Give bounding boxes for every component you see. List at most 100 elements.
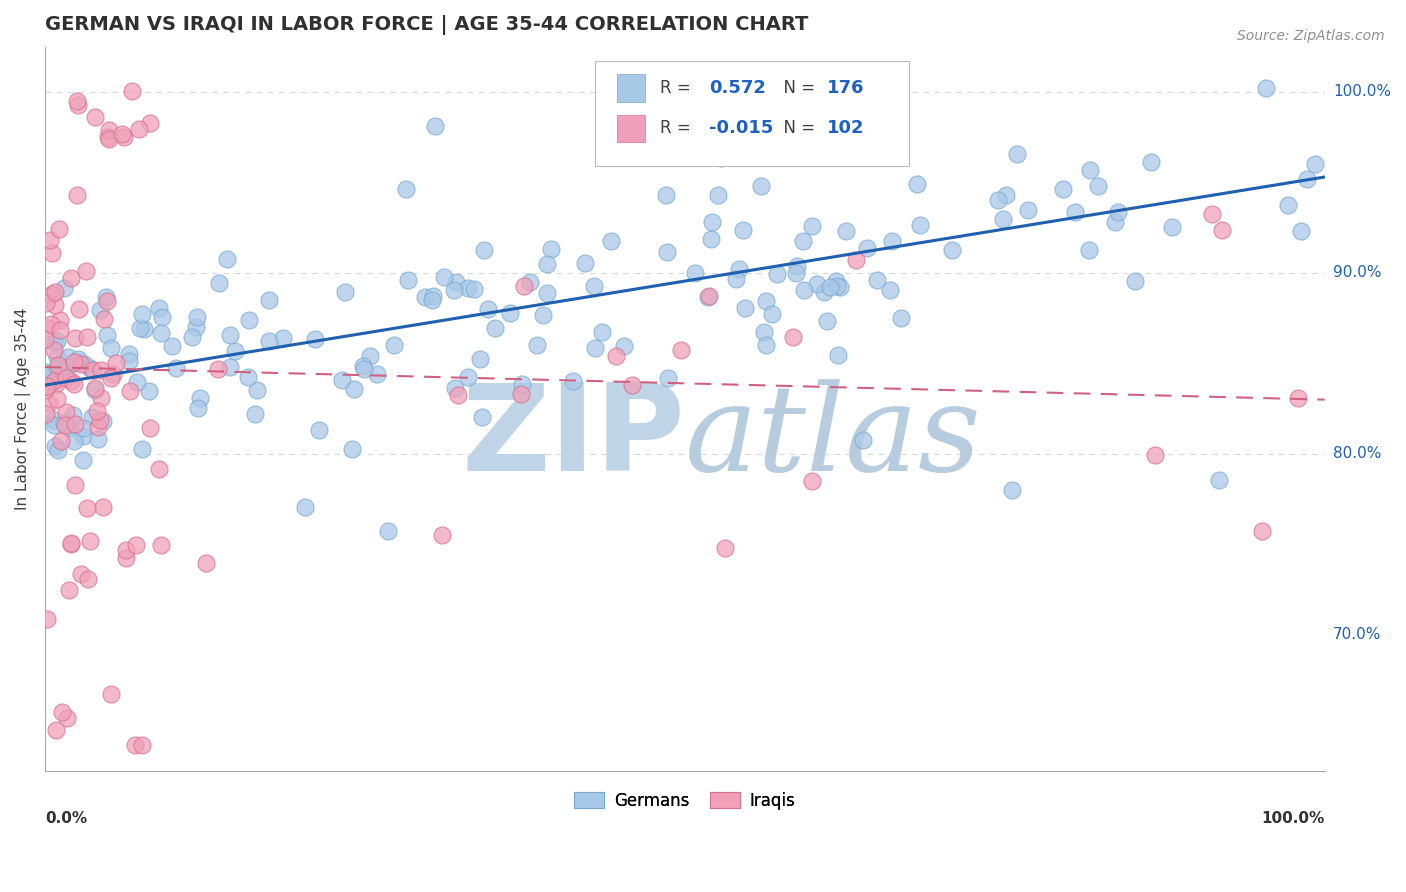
Point (87, 420, 110, 434)
Point (55, 710, 77, 724)
Point (38, 396, 60, 410)
Point (44, 335, 66, 350)
Point (1289, 224, 1312, 238)
Point (531, 309, 554, 323)
Point (44, 373, 66, 387)
Point (510, 387, 533, 401)
Point (48, 221, 70, 235)
Point (121, 84, 143, 98)
Point (138, 384, 160, 398)
Point (35, 320, 58, 334)
Point (67, 98, 90, 112)
Text: N =: N = (773, 120, 821, 137)
Point (111, 127, 134, 141)
Point (149, 326, 172, 341)
Point (63, 331, 86, 345)
Point (825, 273, 848, 287)
Point (48, 442, 70, 457)
Point (806, 277, 828, 292)
Point (207, 362, 229, 376)
FancyBboxPatch shape (617, 74, 645, 102)
Point (93, 311, 115, 326)
Text: -0.015: -0.015 (709, 120, 773, 137)
Point (353, 362, 375, 376)
Point (62, 355, 84, 369)
Point (728, 262, 751, 277)
Point (45, 723, 67, 737)
Point (444, 275, 467, 289)
Point (433, 270, 456, 285)
Point (34, 332, 56, 346)
Point (714, 541, 737, 555)
Point (1078, 162, 1101, 177)
FancyBboxPatch shape (595, 62, 908, 166)
Point (67, 301, 90, 316)
Text: 100.0%: 100.0% (1261, 811, 1324, 825)
Point (63, 477, 86, 491)
Text: N =: N = (773, 78, 821, 97)
Point (39, 233, 62, 247)
Point (60, 270, 83, 285)
Point (184, 320, 207, 334)
Point (69, 357, 91, 371)
Point (100, 370, 122, 384)
Point (1208, 474, 1230, 488)
Point (987, 194, 1010, 208)
Point (582, 279, 605, 293)
Point (114, 543, 136, 558)
Point (160, 339, 183, 353)
Text: 102: 102 (827, 120, 865, 137)
Point (856, 241, 879, 255)
Point (46, 334, 69, 349)
Point (90, 392, 112, 406)
Point (793, 283, 815, 297)
Point (188, 391, 211, 405)
Point (359, 349, 381, 363)
Point (67, 355, 90, 369)
Point (93, 414, 115, 428)
Point (591, 325, 613, 339)
Point (800, 475, 823, 489)
Text: atlas: atlas (685, 379, 981, 496)
Point (215, 252, 238, 267)
Point (86, 404, 108, 418)
Point (124, 738, 146, 752)
Point (49, 313, 72, 327)
Point (561, 374, 583, 388)
Point (835, 224, 858, 238)
Point (80, 410, 103, 425)
Point (1211, 223, 1233, 237)
Point (395, 181, 418, 195)
Point (58, 582, 80, 597)
Point (55, 371, 77, 385)
Point (1295, 172, 1317, 186)
Point (58, 360, 80, 375)
Point (90, 363, 112, 377)
Legend: Germans, Iraqis: Germans, Iraqis (568, 785, 801, 817)
Point (63, 417, 86, 432)
Point (1087, 179, 1109, 194)
Point (613, 338, 636, 352)
Point (734, 301, 756, 315)
Point (866, 273, 889, 287)
Point (41, 287, 63, 301)
Point (755, 338, 778, 352)
Point (98, 132, 121, 146)
Point (84, 381, 107, 395)
Point (39, 317, 62, 331)
Point (1277, 198, 1299, 212)
Point (49, 434, 72, 449)
Point (536, 257, 558, 271)
Point (432, 528, 454, 542)
Point (330, 373, 353, 387)
Point (519, 275, 541, 289)
Point (991, 212, 1014, 227)
Point (415, 290, 437, 304)
Point (118, 353, 141, 368)
Point (1250, 524, 1272, 538)
Point (100, 687, 122, 701)
Point (93, 500, 115, 515)
Point (620, 378, 643, 392)
Point (420, 293, 443, 307)
Text: 80.0%: 80.0% (1333, 446, 1381, 461)
